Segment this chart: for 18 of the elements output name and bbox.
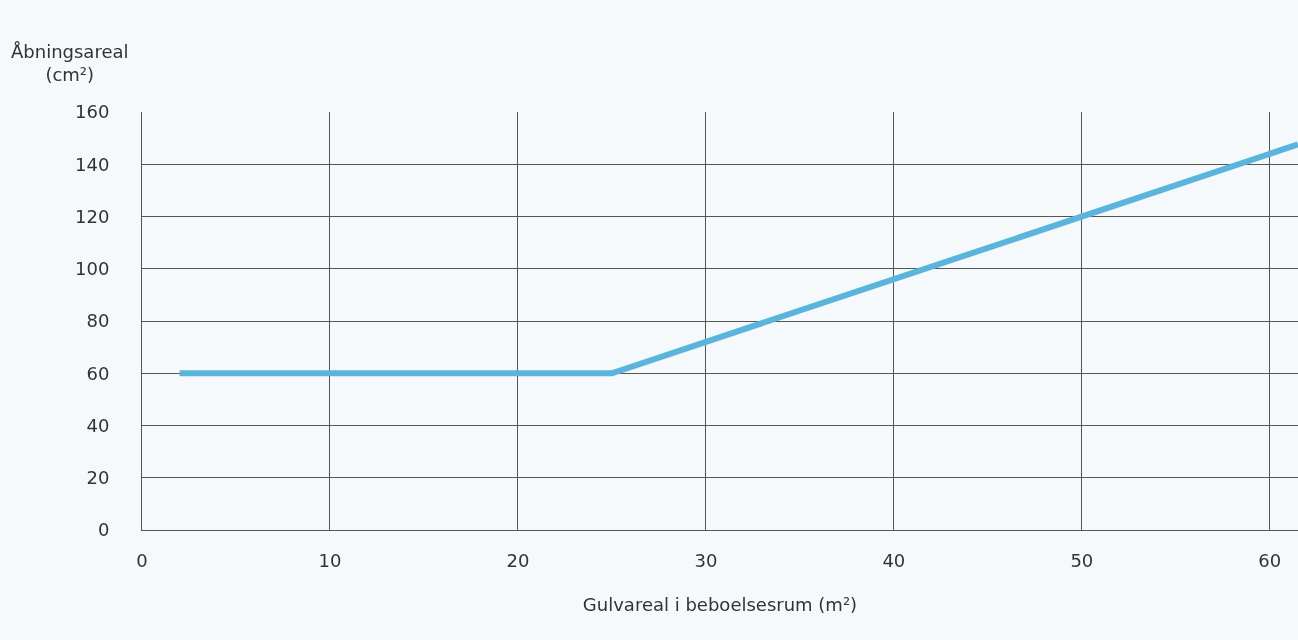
- y-tick-label: 140: [75, 153, 110, 175]
- y-axis-title: Åbningsareal (cm²): [11, 41, 129, 86]
- y-tick-label: 0: [97, 519, 110, 541]
- y-tick-label: 40: [86, 414, 110, 436]
- x-tick-label: 40: [882, 549, 906, 571]
- y-tick-label: 100: [75, 258, 110, 280]
- x-tick-label: 50: [1070, 549, 1094, 571]
- x-tick-label: 10: [318, 549, 342, 571]
- y-tick-label: 160: [75, 101, 110, 123]
- x-tick-label: 20: [506, 549, 530, 571]
- y-tick-label: 20: [86, 467, 110, 489]
- x-axis-title: Gulvareal i beboelsesrum (m²): [582, 593, 858, 615]
- x-tick-label: 30: [694, 549, 718, 571]
- y-tick-label: 60: [86, 362, 110, 384]
- x-tick-label: 60: [1258, 549, 1282, 571]
- x-tick-label: 0: [136, 549, 148, 571]
- y-tick-label: 80: [86, 310, 110, 332]
- y-tick-label: 120: [75, 205, 110, 227]
